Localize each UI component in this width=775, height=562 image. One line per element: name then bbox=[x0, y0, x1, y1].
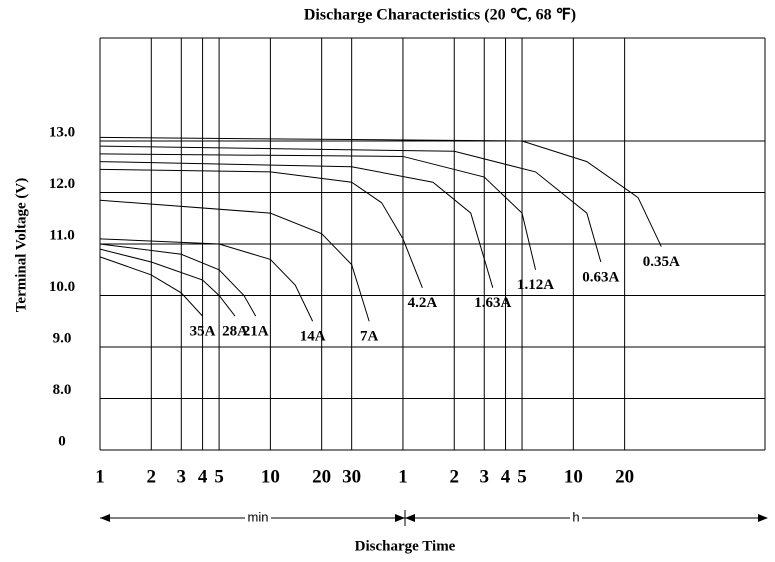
arrow-head bbox=[395, 514, 405, 522]
curve-label: 0.63A bbox=[582, 269, 619, 285]
x-tick-label: 1 bbox=[398, 466, 408, 487]
unit-label: min bbox=[248, 509, 269, 524]
curve-label: 1.63A bbox=[474, 295, 511, 311]
chart-title: Discharge Characteristics (20 ℃, 68 ℉) bbox=[304, 7, 576, 24]
x-tick-label: 1 bbox=[95, 466, 105, 487]
curve bbox=[99, 199, 370, 322]
x-tick-label: 5 bbox=[214, 466, 224, 487]
curve bbox=[99, 161, 494, 288]
x-tick-label: 10 bbox=[564, 466, 583, 487]
x-tick-label: 3 bbox=[177, 466, 187, 487]
y-tick-label: 10.0 bbox=[49, 279, 75, 295]
x-tick-label: 2 bbox=[147, 466, 157, 487]
y-tick-label: 13.0 bbox=[49, 124, 75, 140]
x-tick-label: 4 bbox=[501, 466, 511, 487]
x-tick-label: 20 bbox=[312, 466, 331, 487]
curve-label: 4.2A bbox=[408, 295, 438, 311]
curve-label: 28A bbox=[222, 324, 248, 340]
curve bbox=[99, 248, 236, 317]
curve bbox=[99, 168, 423, 288]
label-bg bbox=[245, 511, 271, 525]
curve-label: 21A bbox=[243, 324, 269, 340]
y-tick-label: 12.0 bbox=[49, 176, 75, 192]
y-tick-label: 0 bbox=[58, 433, 66, 449]
unit-label: h bbox=[572, 509, 579, 524]
y-tick-label: 8.0 bbox=[53, 382, 72, 398]
x-axis-label: Discharge Time bbox=[355, 538, 456, 554]
arrow-head bbox=[405, 514, 415, 522]
curve-label: 1.12A bbox=[517, 277, 554, 293]
y-tick-label: 11.0 bbox=[49, 227, 74, 243]
curve bbox=[99, 243, 257, 317]
curve bbox=[99, 136, 662, 247]
curve bbox=[99, 145, 602, 263]
x-tick-label: 20 bbox=[615, 466, 634, 487]
curve bbox=[99, 153, 537, 270]
label-bg bbox=[570, 511, 582, 525]
x-tick-label: 3 bbox=[479, 466, 489, 487]
x-tick-label: 4 bbox=[198, 466, 208, 487]
curve-label: 0.35A bbox=[643, 254, 680, 270]
arrow-head bbox=[758, 514, 768, 522]
y-tick-label: 9.0 bbox=[53, 330, 72, 346]
y-axis-label: Terminal Voltage (V) bbox=[13, 178, 29, 312]
x-tick-label: 2 bbox=[449, 466, 459, 487]
x-tick-label: 5 bbox=[517, 466, 527, 487]
x-tick-label: 10 bbox=[261, 466, 280, 487]
x-tick-label: 30 bbox=[342, 466, 361, 487]
curve-label: 7A bbox=[360, 329, 379, 345]
curve-label: 35A bbox=[190, 324, 216, 340]
curve bbox=[99, 256, 203, 317]
arrow-head bbox=[100, 514, 110, 522]
curve bbox=[99, 238, 314, 322]
curve-label: 14A bbox=[300, 329, 326, 345]
